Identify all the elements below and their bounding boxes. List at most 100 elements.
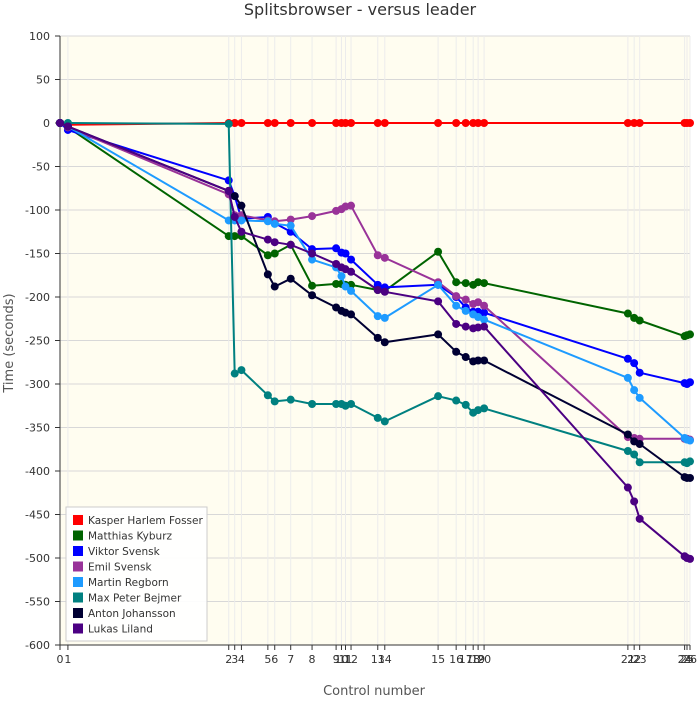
data-point [347,310,356,319]
data-point [623,354,632,363]
data-point [635,316,644,325]
y-tick-label: -500 [25,552,50,565]
data-point [270,119,279,127]
data-point [461,322,470,331]
data-point [434,330,443,339]
y-tick-label: 100 [29,30,50,43]
data-point [341,249,350,258]
y-tick-label: -250 [25,335,50,348]
data-point [635,458,644,467]
x-tick-label: 26 [683,653,697,666]
legend-swatch [73,561,83,572]
y-tick-label: -100 [25,204,50,217]
data-point [373,333,382,342]
data-point [434,280,443,289]
data-point [480,356,489,365]
data-point [452,278,461,287]
x-tick-label: 19 [471,653,485,666]
x-tick-label: 10 [334,653,348,666]
series-7 [56,119,694,563]
data-point [270,219,279,228]
data-point [230,192,239,201]
data-point [623,119,632,127]
x-tick-label: 14 [378,653,392,666]
data-point [237,216,246,225]
data-point [474,313,483,322]
legend-entry: Kasper Harlem Fosser [88,515,203,527]
data-point [286,274,295,283]
data-point [686,473,694,482]
y-tick-label: -600 [25,639,50,652]
data-point [263,119,272,127]
x-tick-label: 21 [621,653,635,666]
data-point [230,369,239,378]
data-point [452,301,461,310]
data-point [373,286,382,295]
data-point [337,272,346,281]
data-point [380,338,389,347]
data-point [347,286,356,295]
data-point [461,279,470,288]
x-tick-label: 6 [271,653,278,666]
data-point [347,400,356,409]
legend-box [65,506,208,642]
series-layer [56,119,694,563]
data-point [308,400,317,409]
data-point [461,400,470,409]
x-tick-label: 18 [466,653,480,666]
y-tick-label: -350 [25,422,50,435]
data-point [623,446,632,455]
data-point [686,378,694,387]
data-point [630,450,639,459]
data-point [341,282,350,291]
y-tick-label: 50 [36,74,50,87]
data-point [270,249,279,258]
x-tick-label: 15 [431,653,445,666]
data-point [308,255,317,264]
data-point [474,298,483,307]
data-point [308,119,317,127]
chart-title: Splitsbrowser - versus leader [244,0,477,19]
legend-entry: Max Peter Bejmer [88,593,182,605]
x-tick-label: 2 [225,653,232,666]
legend-entry: Emil Svensk [88,562,152,574]
legend-swatch [73,608,83,618]
data-point [635,368,644,377]
data-point [347,119,356,127]
x-tick-label: 5 [264,653,271,666]
data-point [480,322,489,331]
data-point [686,119,694,127]
y-tick-label: -550 [25,596,50,609]
data-point [686,554,694,563]
x-tick-label: 13 [371,653,385,666]
data-point [270,397,279,406]
data-point [308,291,317,300]
legend-entry: Matthias Kyburz [88,531,173,543]
data-point [380,313,389,322]
x-tick-label: 24 [678,653,692,666]
data-point [686,457,694,466]
data-point [373,251,382,260]
legend-swatch [73,577,83,587]
data-point [286,395,295,404]
data-point [230,119,239,127]
data-point [308,281,317,290]
data-point [270,282,279,291]
data-point [286,215,295,224]
x-tick-label: 0 [57,653,64,666]
legend: Kasper Harlem Fosser Matthias Kyburz Vikto… [65,506,208,642]
data-point [380,119,389,127]
y-tick-label: 0 [43,117,50,130]
data-point [474,356,483,365]
data-point [474,278,483,287]
data-point [380,287,389,296]
legend-swatch [73,515,83,525]
data-point [635,393,644,402]
data-point [474,119,483,127]
data-point [480,404,489,413]
data-point [263,391,272,400]
data-point [373,413,382,422]
data-point [270,238,279,247]
legend-entry: Anton Johansson [88,608,176,620]
data-point [230,232,239,241]
